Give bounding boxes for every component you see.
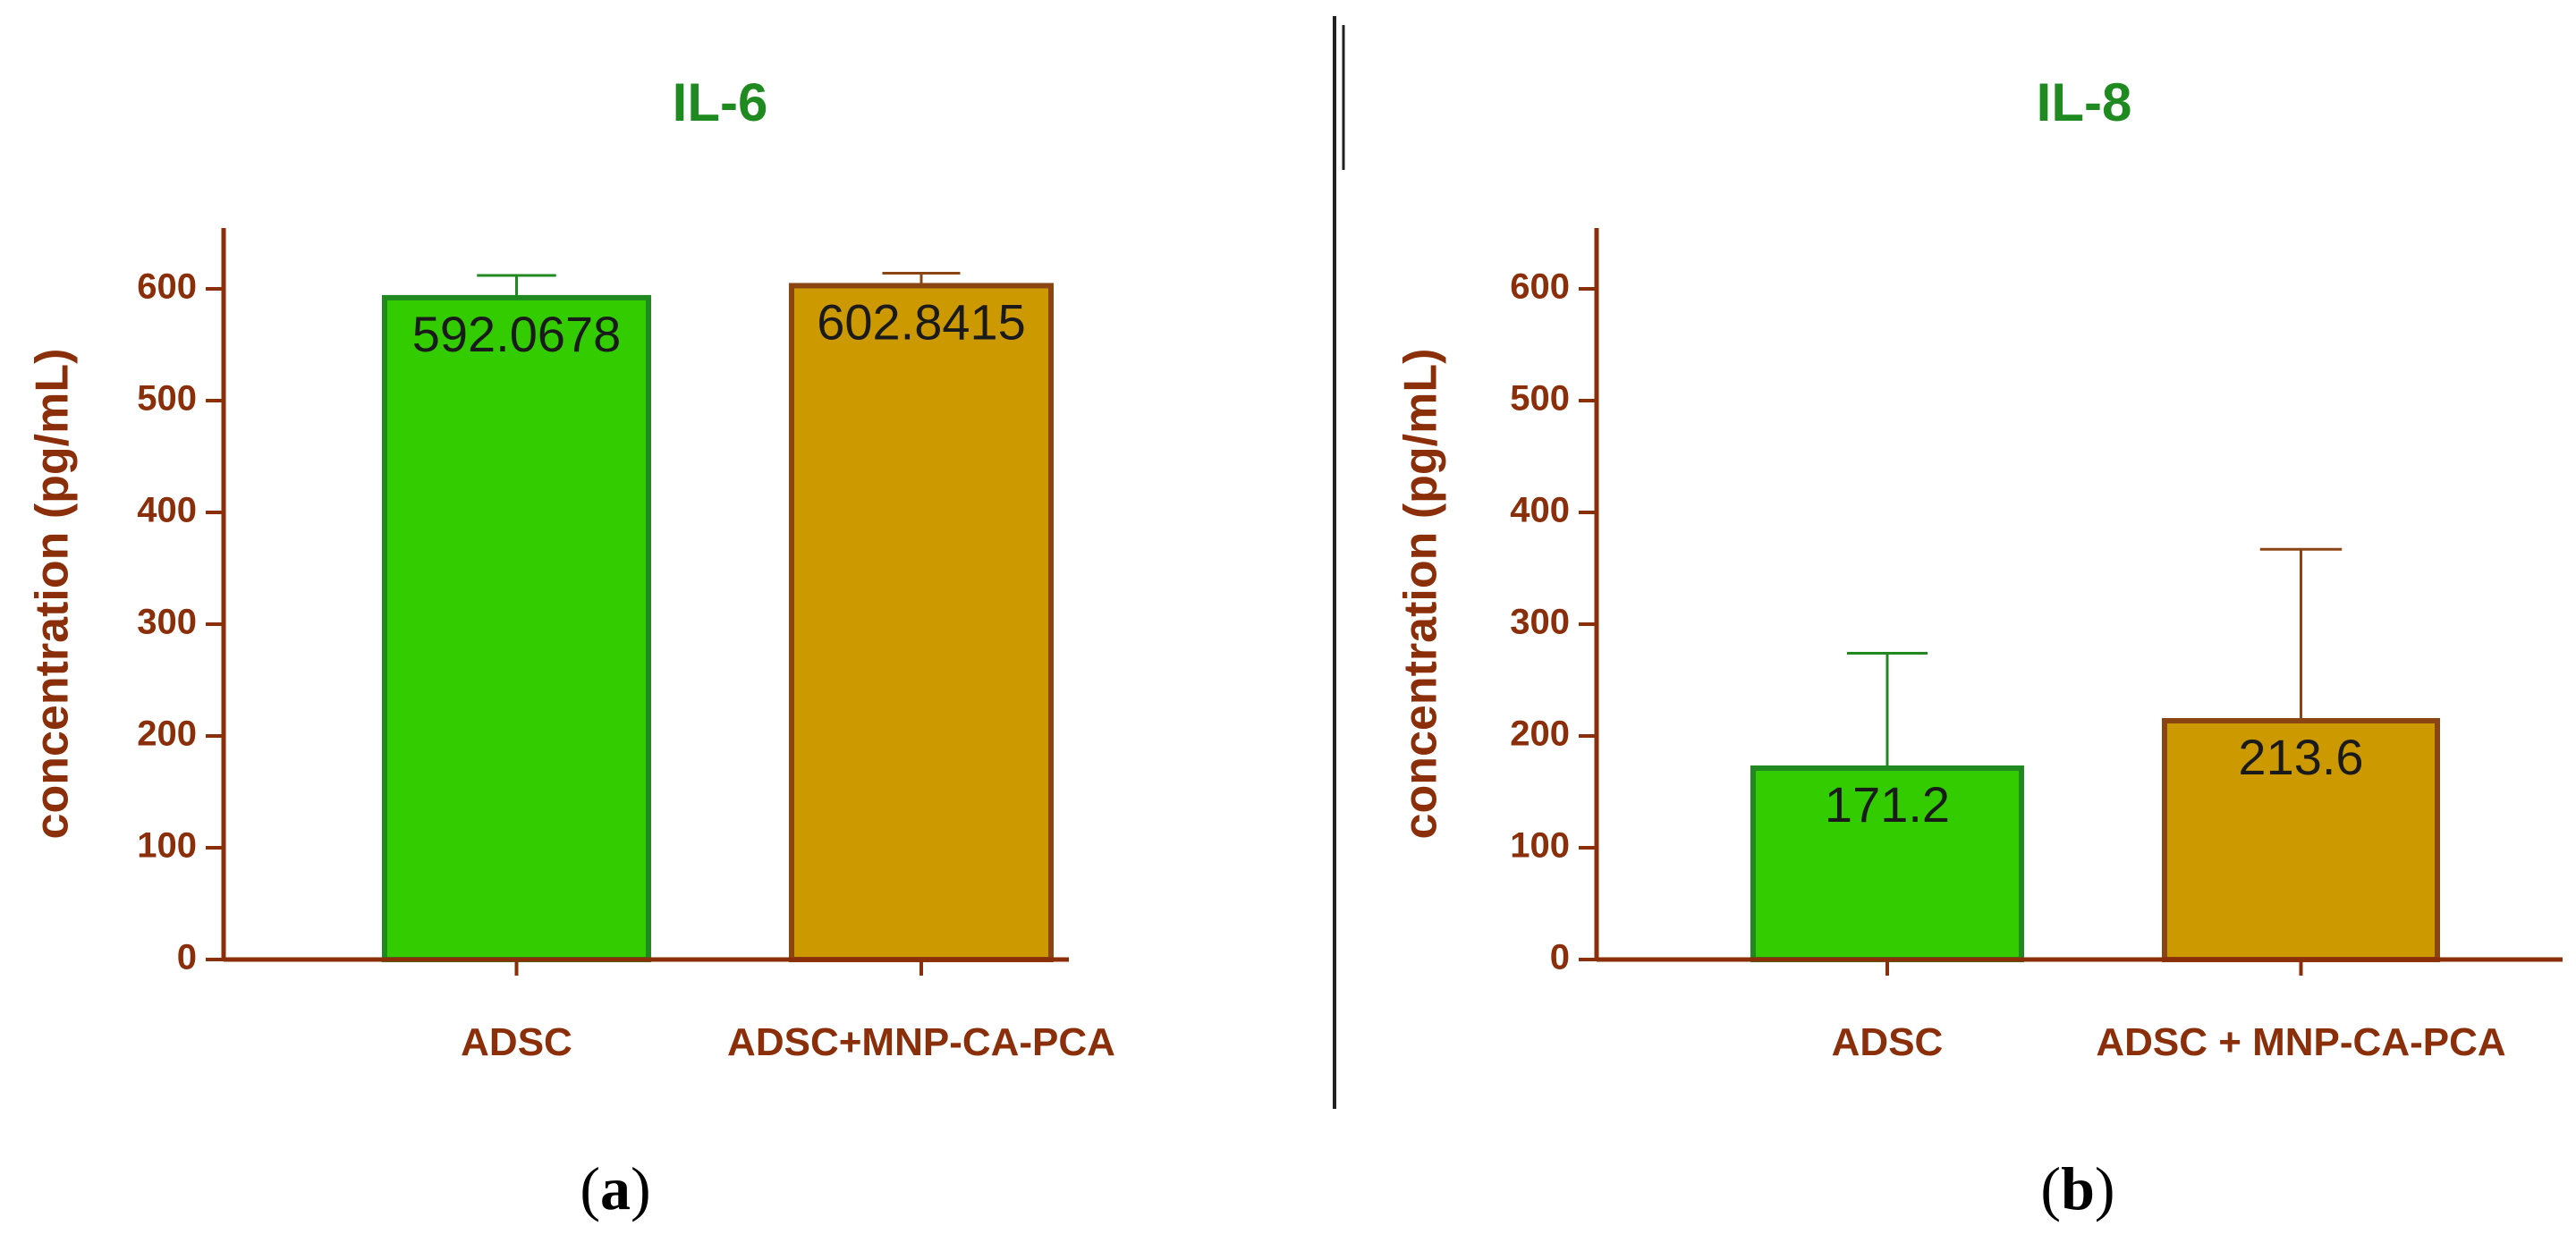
x-tick-label: ADSC [1832, 1020, 1944, 1064]
panel-label-letter: a [600, 1154, 631, 1222]
x-tick-label: ADSC + MNP-CA-PCA [2096, 1020, 2505, 1064]
y-tick-label: 300 [137, 603, 197, 642]
bar [382, 294, 651, 963]
panel-il6: IL-6 concentration (pg/mL) 592.0678 ADSC 6… [27, 72, 1115, 1222]
y-tick-label: 500 [1510, 379, 1570, 419]
y-tick-label: 0 [1550, 938, 1570, 977]
y-tick-label: 400 [137, 491, 197, 530]
panel-label: (a) [580, 1154, 650, 1222]
y-axis-label: concentration (pg/mL) [27, 349, 79, 840]
panel-label-close-paren: ) [631, 1154, 651, 1222]
y-tick-label: 600 [1510, 267, 1570, 307]
panel-label-open-paren: ( [2040, 1154, 2061, 1222]
plot-area: 171.2 ADSC 213.6 ADSC + MNP-CA-PCA 0 100 200 30… [1510, 228, 2563, 1064]
y-tick-label: 200 [1510, 715, 1570, 754]
chart-title: IL-8 [2037, 72, 2132, 132]
value-label: 213.6 [2238, 729, 2363, 785]
y-tick-label: 200 [137, 715, 197, 754]
panel-label-letter: b [2061, 1154, 2095, 1222]
value-label: 171.2 [1825, 776, 1950, 833]
y-tick-label: 600 [137, 267, 197, 307]
panel-il8: IL-8 concentration (pg/mL) 171.2 ADSC 213.… [1395, 72, 2563, 1222]
panel-label-open-paren: ( [580, 1154, 600, 1222]
y-tick-label: 0 [177, 938, 197, 977]
y-tick-label: 300 [1510, 603, 1570, 642]
y-tick-label: 100 [1510, 826, 1570, 866]
y-tick-label: 100 [137, 826, 197, 866]
value-label: 602.8415 [817, 293, 1026, 350]
panel-label-close-paren: ) [2095, 1154, 2115, 1222]
y-axis-label: concentration (pg/mL) [1395, 349, 1447, 840]
panel-label: (b) [2040, 1154, 2114, 1222]
plot-area: 592.0678 ADSC 602.8415 ADSC+MNP-CA-PCA 0 100 2… [137, 228, 1115, 1064]
chart-title: IL-6 [673, 72, 768, 132]
value-label: 592.0678 [412, 306, 622, 362]
x-tick-label: ADSC [461, 1020, 572, 1064]
y-tick-label: 500 [137, 379, 197, 419]
bar [789, 283, 1054, 962]
x-tick-label: ADSC+MNP-CA-PCA [727, 1020, 1115, 1064]
y-tick-label: 400 [1510, 491, 1570, 530]
